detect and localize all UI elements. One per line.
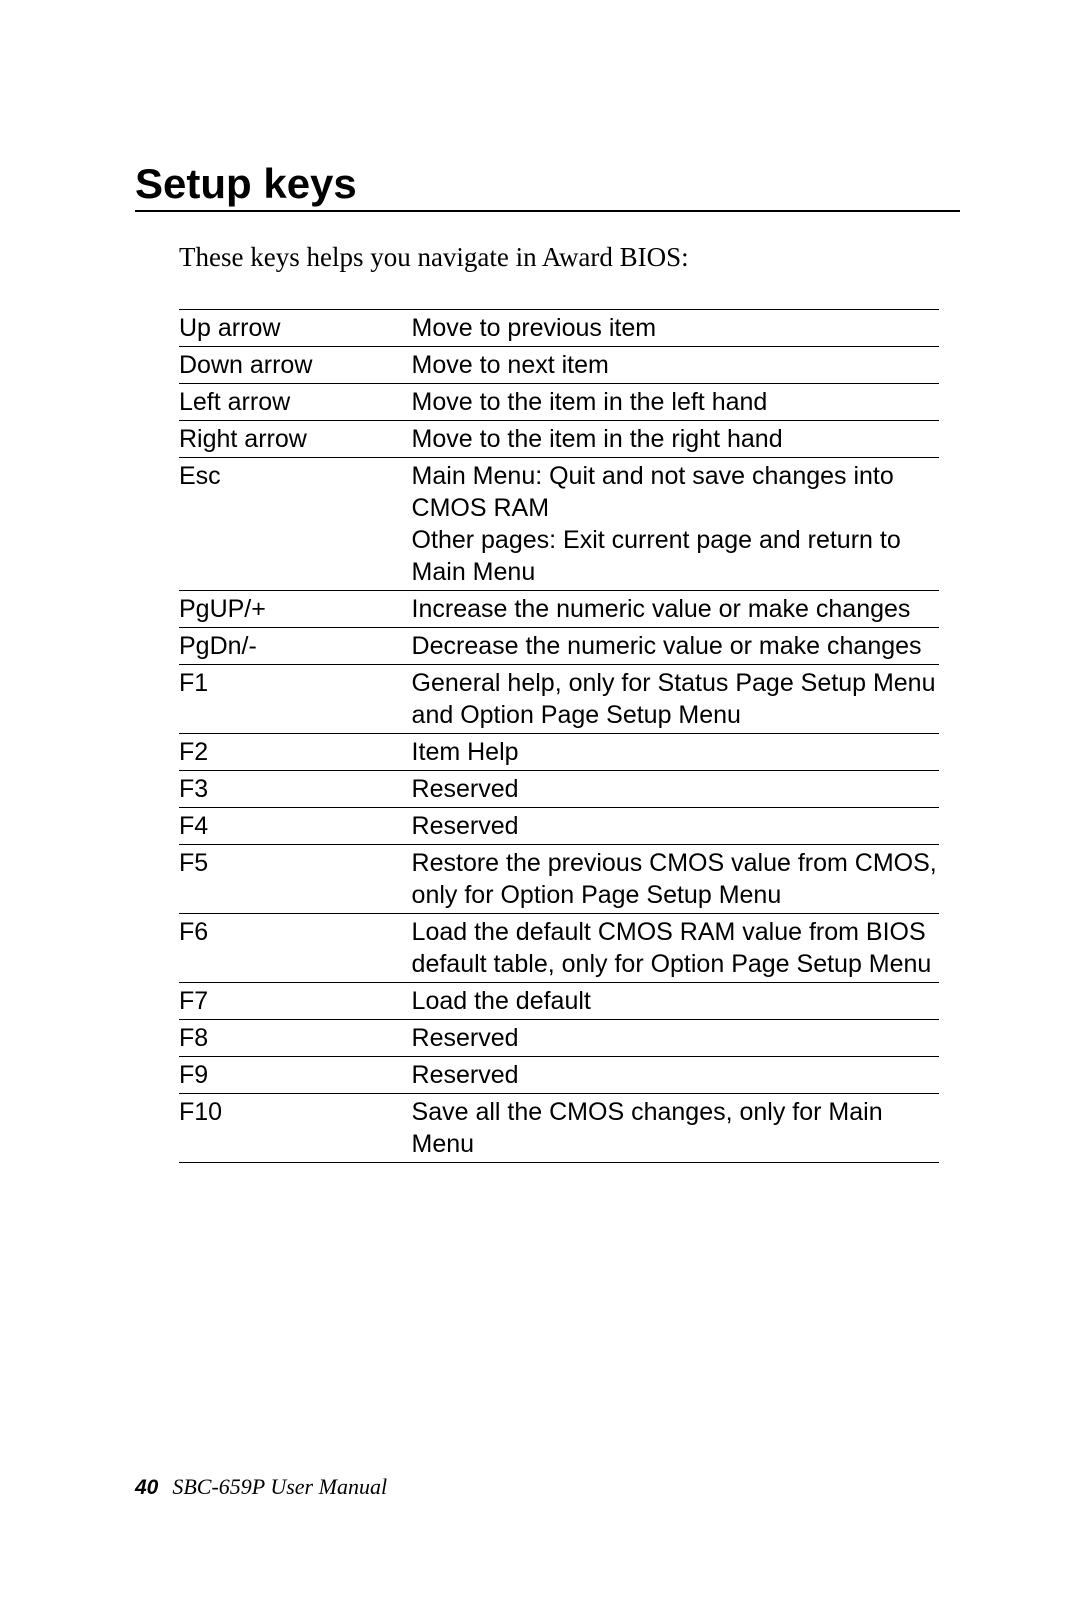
key-cell: F2 — [179, 734, 412, 771]
desc-cell: Main Menu: Quit and not save changes int… — [412, 458, 939, 591]
table-row: Up arrow Move to previous item — [179, 310, 939, 347]
key-cell: F7 — [179, 983, 412, 1020]
desc-cell: Load the default CMOS RAM value from BIO… — [412, 914, 939, 983]
table-row: F3 Reserved — [179, 771, 939, 808]
desc-line-1: Main Menu: Quit and not save changes int… — [412, 460, 939, 524]
key-cell: PgDn/- — [179, 628, 412, 665]
page: Setup keys These keys helps you navigate… — [0, 0, 1080, 1618]
desc-cell: Move to previous item — [412, 310, 939, 347]
key-cell: F3 — [179, 771, 412, 808]
key-cell: F6 — [179, 914, 412, 983]
desc-cell: Item Help — [412, 734, 939, 771]
table-row: PgUP/+ Increase the numeric value or mak… — [179, 591, 939, 628]
key-cell: Left arrow — [179, 384, 412, 421]
table-row: F6 Load the default CMOS RAM value from … — [179, 914, 939, 983]
key-cell: Esc — [179, 458, 412, 591]
desc-cell: Reserved — [412, 808, 939, 845]
desc-cell: General help, only for Status Page Setup… — [412, 665, 939, 734]
desc-cell: Reserved — [412, 771, 939, 808]
desc-line-2: Other pages: Exit current page and retur… — [412, 524, 939, 588]
desc-cell: Move to the item in the left hand — [412, 384, 939, 421]
desc-cell: Move to next item — [412, 347, 939, 384]
table-row: F5 Restore the previous CMOS value from … — [179, 845, 939, 914]
key-cell: F4 — [179, 808, 412, 845]
intro-paragraph: These keys helps you navigate in Award B… — [179, 242, 960, 273]
desc-cell: Reserved — [412, 1057, 939, 1094]
key-cell: F10 — [179, 1094, 412, 1163]
setup-keys-table: Up arrow Move to previous item Down arro… — [179, 309, 939, 1163]
desc-cell: Restore the previous CMOS value from CMO… — [412, 845, 939, 914]
table-row: F4 Reserved — [179, 808, 939, 845]
table-row: Down arrow Move to next item — [179, 347, 939, 384]
table-row: F2 Item Help — [179, 734, 939, 771]
desc-cell: Reserved — [412, 1020, 939, 1057]
desc-cell: Move to the item in the right hand — [412, 421, 939, 458]
key-cell: Right arrow — [179, 421, 412, 458]
page-number: 40 — [135, 1476, 158, 1499]
desc-cell: Increase the numeric value or make chang… — [412, 591, 939, 628]
table-row: F7 Load the default — [179, 983, 939, 1020]
table-row: F9 Reserved — [179, 1057, 939, 1094]
book-title: SBC-659P User Manual — [172, 1474, 387, 1499]
key-cell: F5 — [179, 845, 412, 914]
table-row: PgDn/- Decrease the numeric value or mak… — [179, 628, 939, 665]
section-heading: Setup keys — [135, 160, 960, 212]
key-cell: F8 — [179, 1020, 412, 1057]
table-row: F1 General help, only for Status Page Se… — [179, 665, 939, 734]
table-row: Esc Main Menu: Quit and not save changes… — [179, 458, 939, 591]
table-row: F10 Save all the CMOS changes, only for … — [179, 1094, 939, 1163]
page-footer: 40 SBC-659P User Manual — [135, 1474, 387, 1500]
key-cell: F9 — [179, 1057, 412, 1094]
table-row: Right arrow Move to the item in the righ… — [179, 421, 939, 458]
desc-cell: Load the default — [412, 983, 939, 1020]
desc-cell: Decrease the numeric value or make chang… — [412, 628, 939, 665]
key-cell: Down arrow — [179, 347, 412, 384]
desc-cell: Save all the CMOS changes, only for Main… — [412, 1094, 939, 1163]
key-cell: F1 — [179, 665, 412, 734]
table-row: Left arrow Move to the item in the left … — [179, 384, 939, 421]
table-row: F8 Reserved — [179, 1020, 939, 1057]
key-cell: Up arrow — [179, 310, 412, 347]
key-cell: PgUP/+ — [179, 591, 412, 628]
